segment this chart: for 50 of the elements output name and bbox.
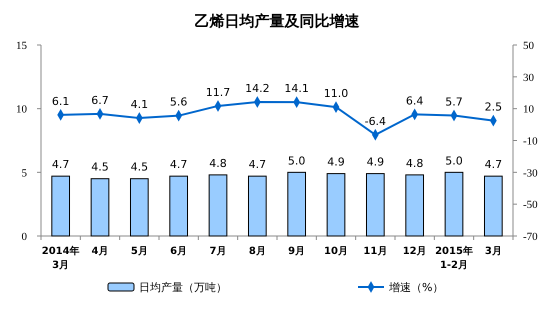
- data-label: 4.9: [366, 156, 384, 169]
- data-label: 6.7: [91, 94, 109, 107]
- data-label: 4.9: [327, 156, 345, 169]
- data-label: 4.7: [484, 158, 502, 172]
- x-tick-label: 5月: [130, 246, 148, 257]
- data-label: 4.5: [130, 160, 148, 174]
- chart-title: 乙烯日均产量及同比增速: [194, 12, 360, 30]
- data-label: 5.0: [445, 154, 463, 168]
- x-tick-label: 11月: [363, 246, 388, 257]
- data-label: 5.0: [288, 154, 306, 168]
- legend-label: 增速（%）: [388, 281, 444, 294]
- data-label: 4.1: [130, 98, 148, 112]
- data-label: 4.7: [248, 158, 266, 172]
- x-tick-label: 10月: [324, 246, 348, 257]
- y2-tick-label: -70: [523, 231, 538, 243]
- x-tick-label: 9月: [288, 246, 306, 257]
- y2-tick-label: 10: [523, 104, 534, 116]
- y2-tick-label: 30: [523, 72, 534, 84]
- x-tick-label: 8月: [248, 246, 266, 257]
- data-label: 11.7: [206, 86, 230, 99]
- y-tick-label: 5: [22, 167, 28, 180]
- data-label: 4.8: [406, 156, 424, 170]
- x-tick-label: 12月: [402, 246, 427, 257]
- x-tick-label: 4月: [92, 246, 108, 257]
- y-tick-label: 15: [16, 40, 28, 52]
- data-label: 14.1: [284, 82, 309, 96]
- y2-tick-label: -10: [523, 136, 538, 148]
- data-label: 4.7: [170, 158, 188, 172]
- x-tick-label: 6月: [170, 246, 188, 257]
- data-label: -6.4: [364, 114, 386, 128]
- x-tick-label: 2014年 3月: [42, 245, 80, 271]
- data-label: 4.8: [209, 156, 227, 170]
- y-tick-label: 0: [22, 231, 28, 243]
- data-label: 6.4: [406, 94, 424, 108]
- data-label: 14.2: [245, 82, 270, 95]
- data-label: 5.7: [445, 96, 463, 109]
- data-label: 4.7: [52, 158, 70, 172]
- x-tick-label: 3月: [484, 246, 502, 257]
- y2-tick-label: 50: [523, 40, 534, 52]
- x-tick-label: 7月: [210, 246, 226, 257]
- legend-label: 日均产量（万吨）: [139, 281, 227, 294]
- y-tick-label: 10: [16, 104, 28, 116]
- y2-tick-label: -50: [523, 199, 538, 212]
- data-label: 5.6: [170, 96, 188, 109]
- data-label: 2.5: [484, 100, 502, 114]
- x-tick-label: 2015年 1-2月: [435, 245, 473, 271]
- y2-tick-label: -30: [523, 167, 538, 180]
- data-label: 4.5: [91, 160, 109, 174]
- data-label: 6.1: [52, 94, 70, 108]
- data-label: 11.0: [324, 87, 348, 100]
